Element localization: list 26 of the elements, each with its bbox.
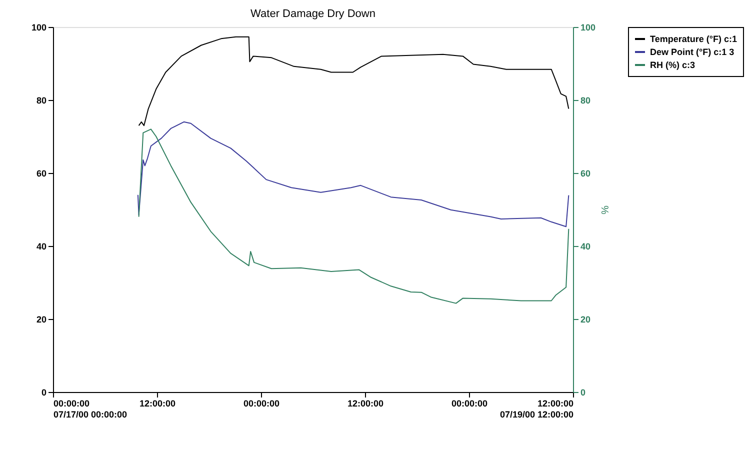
x-tick-label: 00:00:00 — [243, 398, 280, 408]
x-tick-label: 00:00:00 07/17/00 00:00:00 — [54, 398, 128, 420]
x-tick-label: 12:00:00 — [347, 398, 384, 408]
line-series — [138, 128, 570, 304]
chart-title: Water Damage Dry Down — [250, 8, 376, 20]
y2-tick-label: 20 — [580, 314, 591, 324]
legend-label: RH (%) c:3 — [650, 60, 696, 70]
y-tick-label: 0 — [41, 388, 46, 398]
y-tick-label: 40 — [36, 242, 46, 252]
line-series — [137, 121, 570, 228]
y-tick-label: 80 — [36, 96, 46, 106]
y-tick-label: 60 — [36, 168, 46, 178]
x-tick-label: 12:00:00 07/19/00 12:00:00 — [500, 398, 574, 420]
y2-tick-label: 0 — [580, 388, 586, 398]
legend-label: Temperature (°F) c:1 — [650, 34, 737, 44]
y-tick-label: 20 — [36, 314, 46, 324]
legend-label: Dew Point (°F) c:1 3 — [650, 47, 734, 57]
y2-tick-label: 40 — [580, 242, 591, 252]
x-tick-label: 00:00:00 — [451, 398, 488, 408]
y-tick-label: 100 — [31, 22, 46, 32]
y2-tick-label: 100 — [580, 22, 596, 32]
x-tick-label: 12:00:00 — [139, 398, 176, 408]
line-series — [138, 36, 570, 126]
y2-tick-label: 80 — [580, 96, 591, 106]
y2-tick-label: 60 — [580, 168, 591, 178]
y2-axis-title: % — [598, 206, 610, 215]
